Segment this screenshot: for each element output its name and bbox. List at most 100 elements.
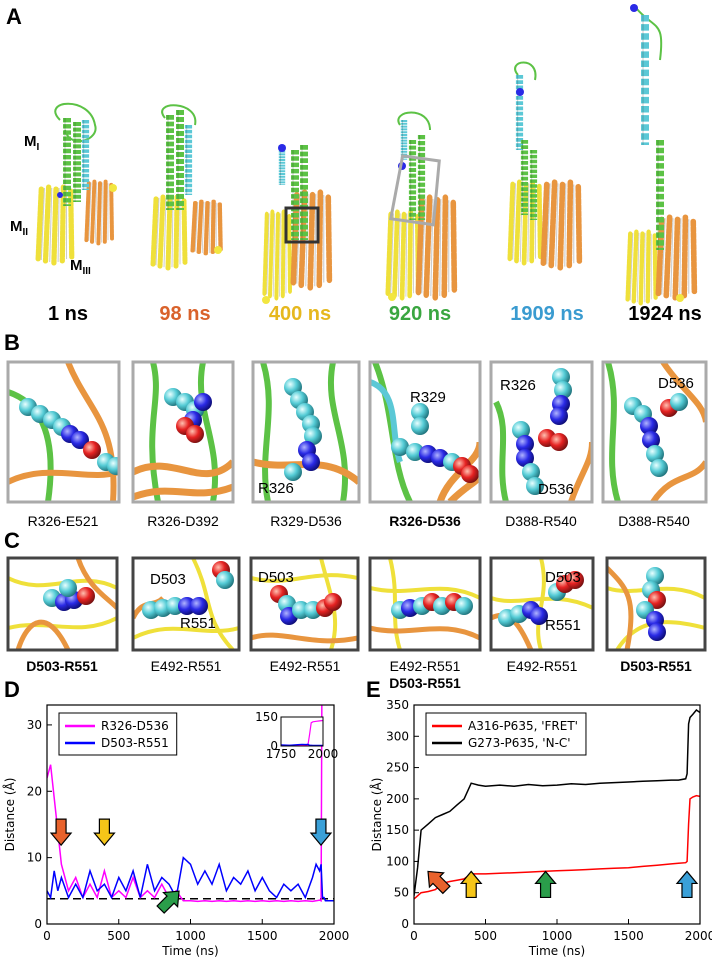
- frame: [284, 206, 320, 244]
- ribbon: [397, 111, 431, 131]
- pair-label: E492-R551: [507, 658, 578, 674]
- snapshot: [370, 362, 480, 502]
- atom: [83, 441, 101, 459]
- domain-label: MII: [10, 218, 28, 238]
- time-label: 920 ns: [389, 303, 451, 325]
- legend-frame: [425, 712, 587, 756]
- pair-label: D503-R551: [389, 675, 461, 691]
- time-arrow: [309, 818, 333, 847]
- snapshot: [491, 558, 593, 650]
- atom: [628, 232, 656, 303]
- atom: [214, 246, 222, 254]
- frame: [489, 556, 595, 652]
- inset: 1750 2000 0 150: [255, 710, 339, 761]
- time-arrow: [49, 818, 73, 847]
- inset-x-tick-label: 1750: [266, 747, 297, 761]
- time-label: 98 ns: [159, 303, 210, 325]
- snapshot: [133, 558, 239, 650]
- inset-frame: [280, 716, 324, 747]
- x-tick-label: 1500: [247, 929, 278, 943]
- atom: [284, 463, 302, 481]
- atom: [57, 192, 63, 198]
- y-tick-label: 100: [386, 854, 409, 868]
- atom: [650, 459, 668, 477]
- inset-series-line: [281, 743, 323, 746]
- atom: [186, 425, 204, 443]
- time-arrow: [427, 870, 451, 895]
- ribbon: [514, 61, 537, 81]
- atom: [388, 293, 396, 301]
- atom: [168, 115, 170, 210]
- domain-subscript: II: [23, 227, 29, 238]
- time-arrow: [534, 870, 557, 899]
- atom: [676, 294, 684, 302]
- inset-y-tick-label: 0: [270, 739, 278, 753]
- time-label: 1 ns: [48, 303, 88, 325]
- snapshot: [8, 558, 117, 650]
- residue-label: R326: [258, 480, 294, 497]
- ribbon: [635, 7, 663, 61]
- domain-label: MIII: [70, 257, 91, 277]
- residue-label: D503: [150, 571, 186, 588]
- snapshot: [251, 558, 358, 650]
- atom: [107, 457, 119, 475]
- atom: [411, 417, 429, 435]
- y-tick-label: 0: [34, 917, 42, 931]
- y-axis-label: Distance (Å): [369, 778, 384, 852]
- ribbon: [605, 362, 621, 502]
- pair-label: D503-R551: [26, 658, 98, 674]
- frames: [6, 360, 708, 504]
- atom: [84, 120, 86, 190]
- pair-label: D503-R551: [620, 658, 692, 674]
- frames: [6, 556, 707, 652]
- pair-label: R329-D536: [270, 513, 342, 529]
- frame: [131, 360, 235, 504]
- atom: [190, 597, 208, 615]
- pair-label: R326-D392: [147, 513, 219, 529]
- atom: [187, 125, 189, 195]
- time-label: 1909 ns: [510, 303, 583, 325]
- plot-area: [47, 705, 334, 903]
- x-axis-label: Time (ns): [528, 944, 585, 958]
- residue-label: R551: [545, 617, 581, 634]
- domain-label: MI: [24, 133, 40, 153]
- ribbon: [161, 104, 197, 126]
- y-tick-label: 20: [27, 784, 42, 798]
- frame: [368, 556, 482, 652]
- frame: [6, 360, 121, 504]
- atom: [109, 184, 117, 192]
- y-tick-label: 300: [386, 729, 409, 743]
- panel-label: B: [4, 330, 20, 355]
- snapshot: [133, 362, 233, 502]
- frame: [249, 556, 360, 652]
- domain-subscript: I: [37, 142, 40, 153]
- atom: [75, 122, 77, 202]
- ribbon: [133, 558, 239, 650]
- ribbon: [491, 558, 593, 650]
- pair-label: R326-E521: [28, 513, 99, 529]
- domain-name: M: [70, 257, 83, 274]
- inset-series-line: [281, 719, 323, 746]
- pair-label: R326-D536: [389, 513, 461, 529]
- legend-label: A316-P635, 'FRET': [468, 719, 578, 733]
- atom: [77, 587, 95, 605]
- x-tick-label: 1000: [175, 929, 206, 943]
- pair-label: D388-R540: [505, 513, 577, 529]
- legend-frame: [58, 712, 178, 756]
- time-arrow: [93, 818, 116, 847]
- atom: [193, 201, 221, 253]
- atom: [532, 150, 534, 220]
- atom: [293, 150, 295, 240]
- inset-x-tick-label: 2000: [308, 747, 339, 761]
- series-line: [47, 705, 323, 903]
- atom: [658, 140, 660, 250]
- y-tick-label: 50: [394, 886, 409, 900]
- atom: [516, 88, 524, 96]
- x-tick-label: 0: [410, 929, 418, 943]
- atom: [523, 140, 525, 215]
- structures: [38, 4, 694, 304]
- atom: [550, 433, 568, 451]
- atom: [643, 15, 645, 145]
- x-tick-label: 500: [107, 929, 130, 943]
